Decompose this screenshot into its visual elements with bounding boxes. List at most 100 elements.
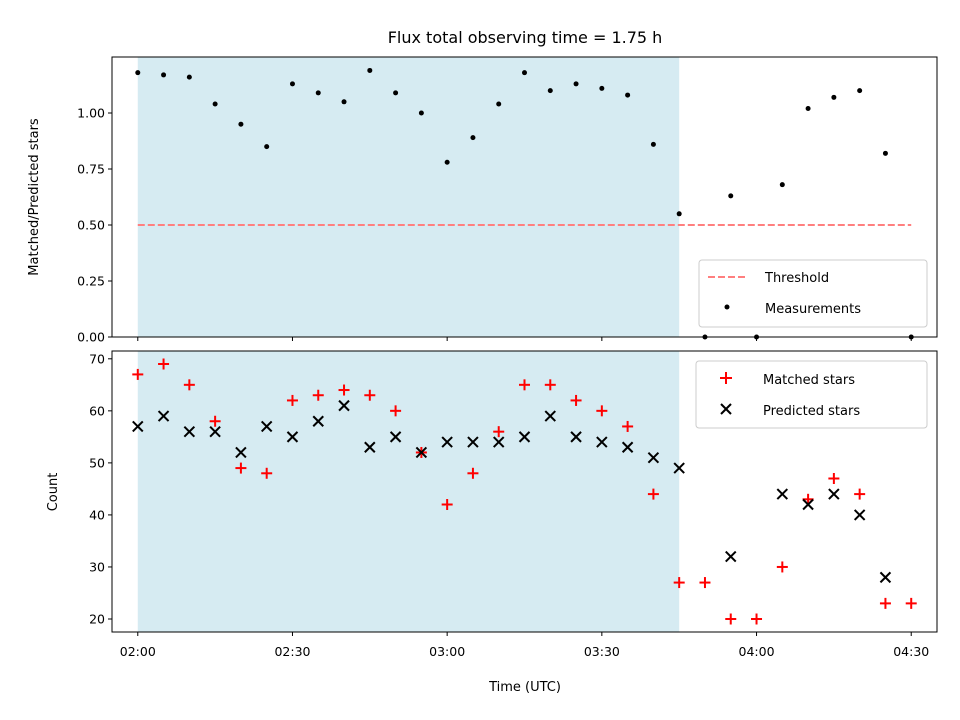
top-y-tick-label: 0.50 (77, 218, 105, 233)
predicted-star-point (235, 446, 247, 459)
measurement-point (805, 106, 811, 112)
top-y-tick-label: 1.00 (77, 106, 105, 121)
measurement-point (496, 101, 502, 107)
matched-star-point (338, 384, 350, 396)
measurement-point (547, 88, 553, 94)
measurement-point (418, 110, 424, 116)
measurement-point (599, 85, 605, 91)
measurement-point (831, 94, 837, 100)
matched-star-point (441, 499, 453, 511)
measurement-point (393, 90, 399, 96)
bottom-y-tick-label: 40 (89, 507, 105, 522)
top-y-tick-label: 0.00 (77, 330, 105, 345)
predicted-star-point (389, 431, 402, 443)
measurement-point (522, 70, 527, 76)
bottom-observing-window-shade (137, 351, 680, 632)
top-panel-frame (111, 56, 938, 338)
predicted-star-point (338, 399, 350, 412)
measurement-point (857, 88, 863, 94)
predicted-star-point (312, 415, 324, 427)
predicted-star-point (467, 436, 479, 448)
matched-star-point (905, 597, 917, 609)
predicted-star-point (673, 462, 685, 474)
predicted-star-point (132, 420, 144, 433)
measurement-point (573, 81, 579, 87)
top-legend: Threshold Measurements (698, 259, 928, 328)
matched-star-point (209, 415, 221, 427)
measurement-point (676, 211, 682, 217)
matched-star-point (570, 394, 582, 406)
predicted-star-point (879, 571, 892, 584)
bottom-y-tick-label: 50 (89, 455, 105, 470)
measurement-point (367, 67, 373, 73)
bottom-panel-marks (132, 358, 917, 625)
predicted-star-point (441, 436, 453, 448)
matched-star-point (673, 577, 685, 589)
matched-star-point (235, 462, 247, 474)
predicted-star-point (493, 436, 505, 448)
x-tick-label: 04:30 (893, 644, 929, 659)
top-panel-ticks: 0.00 0.25 0.50 0.75 1.00 (77, 106, 912, 345)
measurement-point (470, 135, 476, 141)
legend-measurements-swatch (724, 304, 730, 310)
matched-star-point (828, 472, 840, 484)
x-tick-label: 02:30 (274, 644, 310, 659)
measurement-point (650, 141, 656, 147)
bottom-panel-ticks: 20 30 40 50 60 70 02:00 02:30 03:00 03:30 04:00 04:… (89, 351, 929, 659)
predicted-star-point (853, 509, 866, 521)
x-tick-label: 02:00 (120, 644, 156, 659)
bottom-panel-frame (111, 350, 938, 633)
top-observing-window-shade (137, 57, 680, 337)
predicted-star-point (725, 550, 737, 563)
matched-star-point (390, 405, 402, 417)
measurement-point (315, 90, 321, 96)
predicted-star-point (209, 425, 221, 438)
bottom-legend: Matched stars Predicted stars (695, 360, 928, 429)
matched-star-point (802, 493, 814, 505)
measurement-point (161, 72, 167, 78)
legend-predicted-label: Predicted stars (763, 404, 860, 419)
predicted-star-point (570, 431, 582, 443)
matched-star-point (854, 488, 866, 500)
predicted-star-point (260, 420, 273, 433)
matched-star-point (725, 613, 737, 625)
predicted-star-point (828, 488, 840, 500)
bottom-y-tick-label: 30 (89, 559, 105, 574)
measurement-point (341, 99, 347, 105)
predicted-star-point (544, 410, 556, 422)
measurement-point (444, 159, 450, 165)
matched-star-point (751, 613, 763, 625)
matched-star-point (519, 379, 530, 391)
top-legend-box (698, 259, 928, 328)
predicted-star-point (286, 431, 299, 443)
matched-star-point (647, 488, 659, 500)
legend-measurements-label: Measurements (765, 302, 861, 317)
measurement-point (186, 74, 192, 80)
chart-title: Flux total observing time = 1.75 h (388, 28, 663, 47)
matched-star-point (699, 577, 711, 589)
measurement-point (882, 150, 888, 156)
matched-star-point (261, 467, 273, 479)
bottom-y-axis-label: Count (46, 473, 61, 512)
matched-star-point (622, 420, 634, 432)
top-y-tick-label: 0.25 (77, 274, 105, 289)
measurement-point (264, 144, 270, 150)
legend-threshold-label: Threshold (764, 271, 829, 286)
measurement-point (289, 81, 295, 87)
measurement-point (728, 193, 734, 199)
predicted-star-point (157, 410, 170, 422)
legend-matched-swatch (720, 372, 732, 384)
x-tick-label: 04:00 (739, 644, 775, 659)
bottom-y-tick-label: 60 (89, 403, 105, 418)
matched-star-point (158, 358, 170, 370)
predicted-star-point (647, 451, 660, 464)
matched-star-point (467, 467, 479, 479)
predicted-star-point (596, 436, 608, 448)
predicted-star-point (183, 425, 196, 438)
legend-matched-label: Matched stars (763, 373, 855, 388)
bottom-y-tick-label: 70 (89, 351, 105, 366)
predicted-star-point (415, 446, 428, 459)
x-axis-label: Time (UTC) (488, 680, 561, 695)
top-panel: 0.00 0.25 0.50 0.75 1.00 Matched/Predicted s… (27, 56, 938, 345)
